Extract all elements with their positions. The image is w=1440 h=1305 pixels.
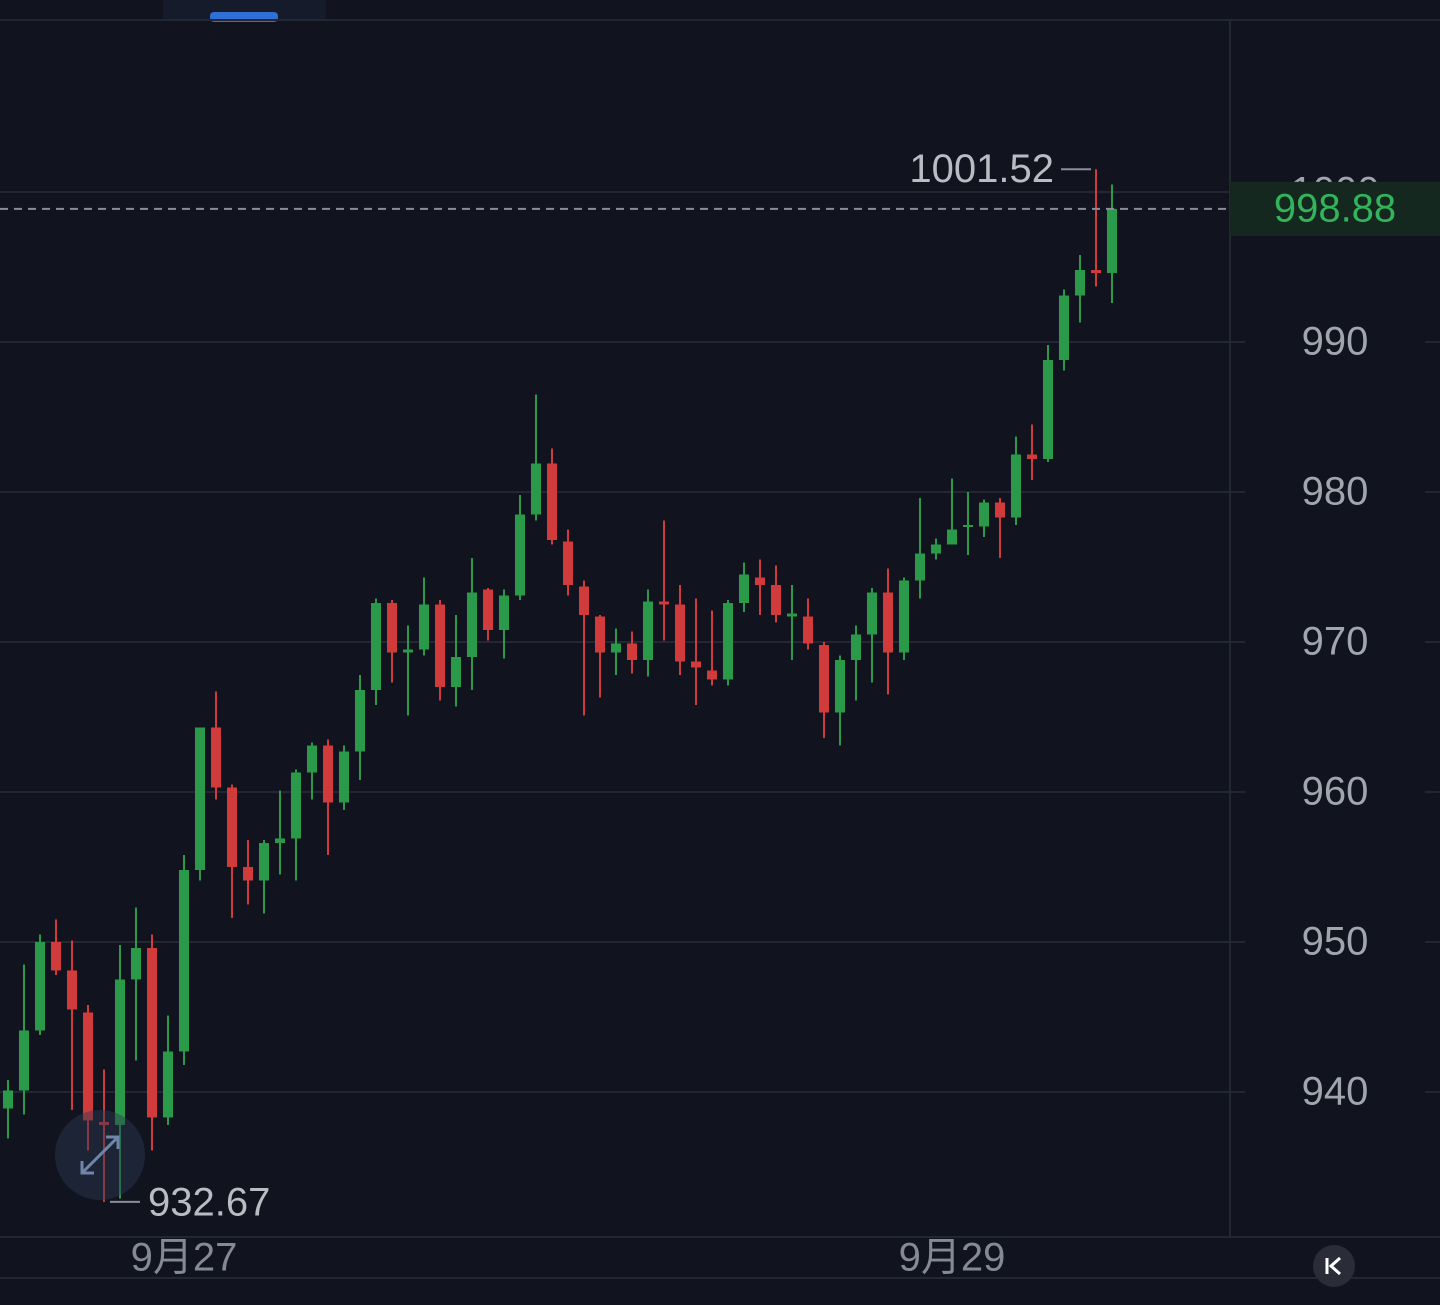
- candle-body: [1059, 295, 1069, 361]
- candle-body: [387, 603, 397, 653]
- candle-body: [675, 604, 685, 662]
- candle-body: [19, 1030, 29, 1091]
- candles: [3, 169, 1117, 1202]
- candle-body: [995, 502, 1005, 518]
- max-label: 1001.52: [909, 147, 1054, 191]
- candle-body: [99, 1121, 109, 1125]
- candle-body: [579, 586, 589, 616]
- candle-body: [819, 644, 829, 713]
- candle-body: [611, 643, 621, 653]
- candle-body: [403, 649, 413, 653]
- candle-body: [355, 689, 365, 752]
- candle-body: [739, 574, 749, 604]
- candle-body: [35, 941, 45, 1031]
- candle-body: [419, 604, 429, 650]
- collapse-icon: [1325, 1256, 1341, 1276]
- candle-body: [835, 659, 845, 713]
- last-price-tag: [1230, 181, 1440, 236]
- candle-body: [755, 577, 765, 586]
- candle-body: [67, 970, 77, 1010]
- candle-body: [531, 463, 541, 515]
- candle-body: [259, 842, 269, 881]
- candle-body: [867, 592, 877, 635]
- candle-body: [499, 595, 509, 630]
- candle-body: [1011, 454, 1021, 518]
- candle-body: [659, 601, 669, 605]
- candle-body: [979, 502, 989, 527]
- candle-body: [787, 613, 797, 617]
- last-price-label: 998.88: [1274, 186, 1396, 230]
- overlay: 1001.52 932.67 998.88: [0, 147, 1440, 1224]
- candle-body: [339, 751, 349, 803]
- y-tick-label: 940: [1302, 1070, 1369, 1114]
- candle-body: [851, 634, 861, 660]
- candle-body: [291, 772, 301, 839]
- candle-body: [83, 1012, 93, 1121]
- candle-body: [147, 947, 157, 1118]
- y-tick-label: 980: [1302, 470, 1369, 514]
- candle-body: [435, 604, 445, 687]
- candle-body: [483, 589, 493, 630]
- x-tick-label: 9月29: [899, 1236, 1006, 1280]
- candle-body: [963, 525, 973, 528]
- candle-body: [227, 787, 237, 867]
- candle-body: [627, 643, 637, 660]
- candle-body: [323, 745, 333, 803]
- candle-body: [115, 979, 125, 1125]
- collapse-circle: [1313, 1245, 1355, 1287]
- candle-body: [563, 541, 573, 586]
- candle-body: [723, 603, 733, 680]
- x-tick-label: 9月27: [131, 1236, 238, 1280]
- candle-body: [243, 866, 253, 881]
- candle-body: [595, 616, 605, 653]
- candle-body: [1043, 360, 1053, 460]
- candle-body: [211, 727, 221, 788]
- candle-body: [915, 553, 925, 581]
- candle-body: [947, 529, 957, 545]
- candle-body: [883, 592, 893, 653]
- candle-body: [931, 544, 941, 554]
- y-tick-label: 960: [1302, 770, 1369, 814]
- candle-body: [899, 580, 909, 653]
- y-tick-label: 990: [1302, 320, 1369, 364]
- candle-body: [771, 585, 781, 616]
- candle-body: [547, 463, 557, 541]
- y-tick-label: 970: [1302, 620, 1369, 664]
- candle-body: [1107, 208, 1117, 274]
- min-label: 932.67: [148, 1180, 270, 1224]
- candle-body: [643, 601, 653, 660]
- candle-body: [3, 1090, 13, 1109]
- candle-body: [163, 1051, 173, 1118]
- candle-body: [691, 661, 701, 668]
- candle-body: [307, 745, 317, 773]
- candle-body: [1075, 270, 1085, 296]
- top-tab[interactable]: [163, 0, 326, 20]
- zoom-icon: [80, 1135, 120, 1175]
- candle-body: [467, 592, 477, 657]
- candle-body: [803, 616, 813, 644]
- candle-body: [275, 838, 285, 843]
- y-tick-label: 950: [1302, 920, 1369, 964]
- candle-body: [1091, 270, 1101, 274]
- candle-body: [707, 670, 717, 680]
- candle-body: [1027, 454, 1037, 460]
- collapse-button[interactable]: [1313, 1245, 1355, 1287]
- candle-body: [131, 947, 141, 980]
- candle-body: [195, 727, 205, 870]
- zoom-button[interactable]: [55, 1110, 145, 1200]
- candle-body: [179, 869, 189, 1052]
- candle-body: [451, 656, 461, 687]
- candle-body: [515, 514, 525, 596]
- candle-body: [51, 941, 61, 971]
- candle-body: [371, 603, 381, 690]
